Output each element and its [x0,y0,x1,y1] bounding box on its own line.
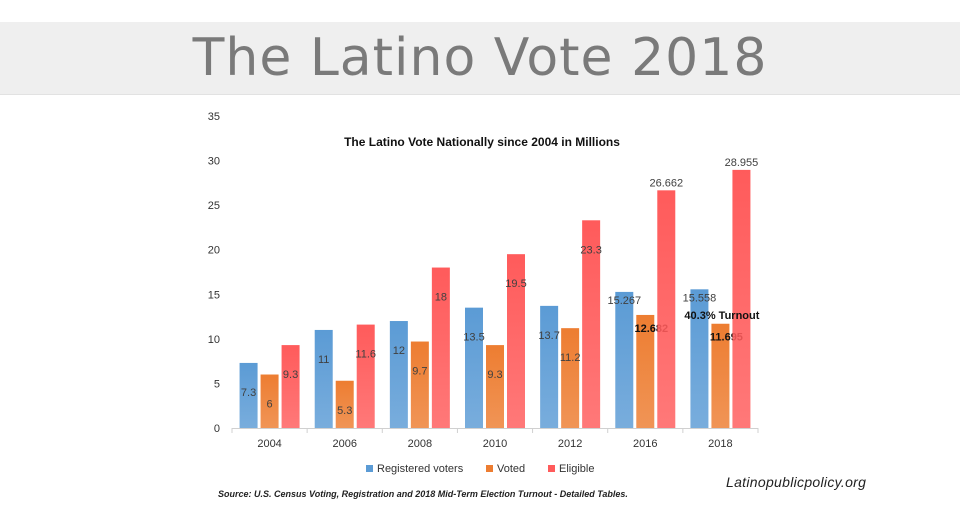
y-tick-label: 35 [208,111,220,123]
bar-registered-voters [239,362,258,428]
bar-eligible [356,324,375,428]
source-note: Source: U.S. Census Voting, Registration… [218,489,628,499]
legend-swatch [366,465,373,472]
legend-label: Voted [497,463,525,475]
data-label-voted: 11.2 [560,352,581,364]
data-label-registered-voters: 7.3 [241,387,256,399]
legend-swatch [548,465,555,472]
x-tick-label: 2010 [483,438,507,450]
bar-registered-voters [314,329,333,428]
x-tick-label: 2012 [558,438,582,450]
bar-eligible [582,220,601,428]
legend-label: Registered voters [377,463,464,475]
data-label-registered-voters: 15.558 [683,292,717,304]
chart-title: The Latino Vote Nationally since 2004 in… [344,135,620,149]
slide-title: The Latino Vote 2018 [192,28,768,88]
bar-voted [636,314,655,428]
bar-registered-voters [465,307,483,428]
data-label-eligible: 26.662 [649,177,683,189]
x-tick-label: 2018 [708,438,732,450]
bar-registered-voters [540,305,559,428]
data-label-registered-voters: 13.7 [538,330,559,342]
bar-eligible [657,190,676,428]
data-label-voted: 9.7 [412,366,427,378]
bar-voted [260,374,279,428]
bar-eligible [507,254,525,428]
y-tick-label: 20 [208,245,220,257]
y-tick-label: 30 [208,156,220,168]
legend-swatch [486,465,493,472]
y-tick-label: 15 [208,289,220,301]
bar-eligible [281,345,300,428]
bar-voted [410,341,429,428]
bar-voted [486,345,504,428]
bar-registered-voters [389,321,408,428]
data-label-voted: 9.3 [487,369,502,381]
data-label-eligible: 18 [435,292,447,304]
bar-voted [711,323,730,428]
y-tick-label: 5 [214,378,220,390]
x-tick-label: 2016 [633,438,657,450]
bar-eligible [732,169,751,429]
data-label-eligible: 28.955 [725,157,759,169]
bar-registered-voters [615,291,634,428]
data-label-eligible: 9.3 [283,369,298,381]
data-label-registered-voters: 15.267 [607,295,641,307]
data-label-voted: 6 [267,399,273,411]
bar-voted [335,380,354,428]
x-tick-label: 2004 [257,438,281,450]
bar-eligible [431,267,450,428]
bar-registered-voters [690,289,709,428]
y-tick-label: 25 [208,200,220,212]
y-tick-label: 10 [208,334,220,346]
website-credit: Latinopublicpolicy.org [726,474,867,490]
legend-label: Eligible [559,463,594,475]
title-banner: The Latino Vote 2018 [0,22,960,95]
data-label-eligible: 19.5 [505,278,526,290]
x-tick-label: 2008 [408,438,432,450]
bar-voted [561,328,580,428]
y-tick-label: 0 [214,423,220,435]
data-label-voted: 5.3 [337,405,352,417]
data-label-registered-voters: 11 [318,354,329,366]
data-label-eligible: 11.6 [355,349,376,361]
data-label-registered-voters: 13.5 [463,332,484,344]
data-label-eligible: 23.3 [580,244,601,256]
turnout-annotation: 40.3% Turnout [684,310,759,322]
x-tick-label: 2006 [332,438,356,450]
data-label-registered-voters: 12 [393,345,405,357]
